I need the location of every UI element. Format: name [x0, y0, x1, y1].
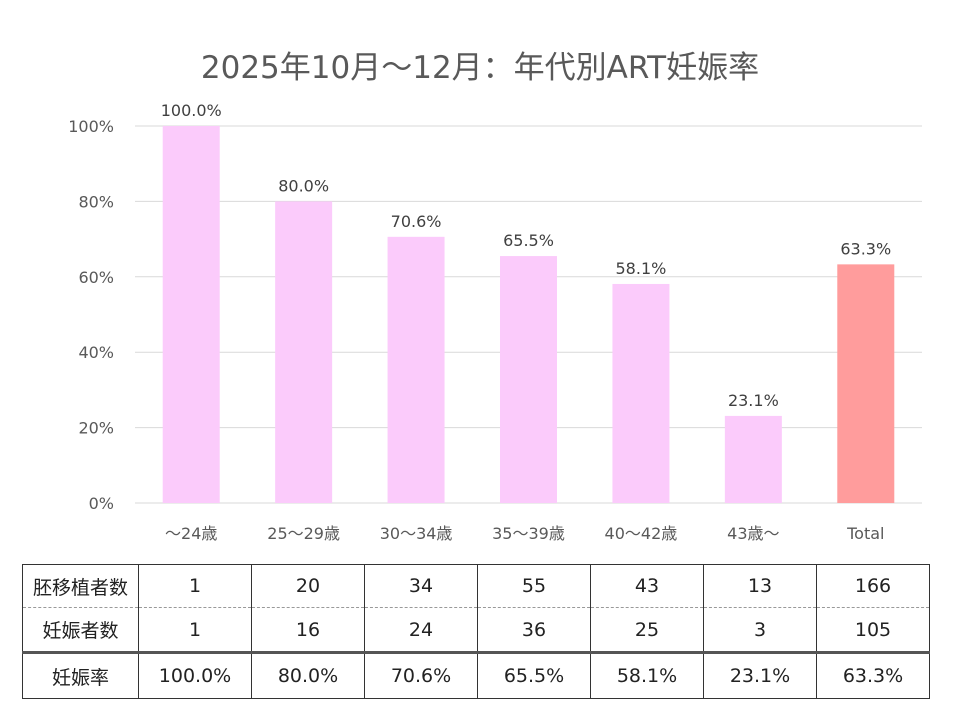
table-cell: 43: [590, 564, 704, 608]
table-cell: 70.6%: [364, 652, 478, 699]
table-cell: 100.0%: [138, 652, 252, 699]
table-cell: 3: [703, 607, 817, 654]
table-cell: 16: [251, 607, 365, 654]
y-tick-label: 60%: [78, 268, 114, 287]
table-row-pregnancies: 妊娠者数 1 16 24 36 25 3 105: [22, 607, 930, 654]
data-label: 23.1%: [728, 391, 779, 410]
table-cell: 20: [251, 564, 365, 608]
bar: [162, 126, 220, 503]
table-cell: 65.5%: [477, 652, 591, 699]
table-cell: 23.1%: [703, 652, 817, 699]
y-tick-label: 20%: [78, 419, 114, 438]
y-tick-label: 100%: [68, 117, 114, 136]
data-label: 58.1%: [616, 259, 667, 278]
table-cell: 58.1%: [590, 652, 704, 699]
x-tick-label: 30～34歳: [380, 524, 453, 543]
table-cell: 80.0%: [251, 652, 365, 699]
data-label: 65.5%: [503, 231, 554, 250]
y-tick-label: 80%: [78, 192, 114, 211]
data-label: 63.3%: [840, 239, 891, 258]
row-label: 胚移植者数: [22, 564, 139, 608]
bar-chart: 0% 20% 40% 60% 80% 100% 100.0% ～24歳 80.0% 25～29歳 7…: [68, 101, 922, 543]
data-table: 胚移植者数 1 20 34 55 43 13 166 妊娠者数 1 16 24 …: [22, 564, 930, 699]
chart-title: 2025年10月～12月：年代別ART妊娠率: [200, 50, 760, 86]
table-cell: 63.3%: [816, 652, 930, 699]
data-label: 70.6%: [391, 212, 442, 231]
y-tick-label: 40%: [78, 343, 114, 362]
table-cell: 105: [816, 607, 930, 654]
table-cell: 34: [364, 564, 478, 608]
bar: [387, 236, 445, 503]
table-cell: 55: [477, 564, 591, 608]
table-cell: 13: [703, 564, 817, 608]
row-label: 妊娠率: [22, 652, 139, 699]
x-tick-label: ～24歳: [165, 524, 217, 543]
x-tick-label: 35～39歳: [492, 524, 565, 543]
x-tick-label: 43歳～: [727, 524, 779, 543]
bar: [500, 256, 557, 503]
x-tick-label: 40～42歳: [605, 524, 678, 543]
x-tick-label: 25～29歳: [267, 524, 340, 543]
table-row-rate: 妊娠率 100.0% 80.0% 70.6% 65.5% 58.1% 23.1%…: [22, 652, 930, 699]
data-label: 100.0%: [161, 101, 222, 120]
row-label: 妊娠者数: [22, 607, 139, 654]
data-label: 80.0%: [278, 176, 329, 195]
table-cell: 24: [364, 607, 478, 654]
y-tick-label: 0%: [89, 494, 114, 513]
bar: [724, 415, 782, 503]
bar: [275, 201, 333, 503]
table-cell: 36: [477, 607, 591, 654]
table-cell: 1: [138, 564, 252, 608]
table-row-transfers: 胚移植者数 1 20 34 55 43 13 166: [22, 564, 930, 608]
table-cell: 1: [138, 607, 252, 654]
table-cell: 25: [590, 607, 704, 654]
table-cell: 166: [816, 564, 930, 608]
bar: [612, 283, 670, 503]
x-tick-label: Total: [846, 524, 884, 543]
bar: [837, 264, 895, 503]
